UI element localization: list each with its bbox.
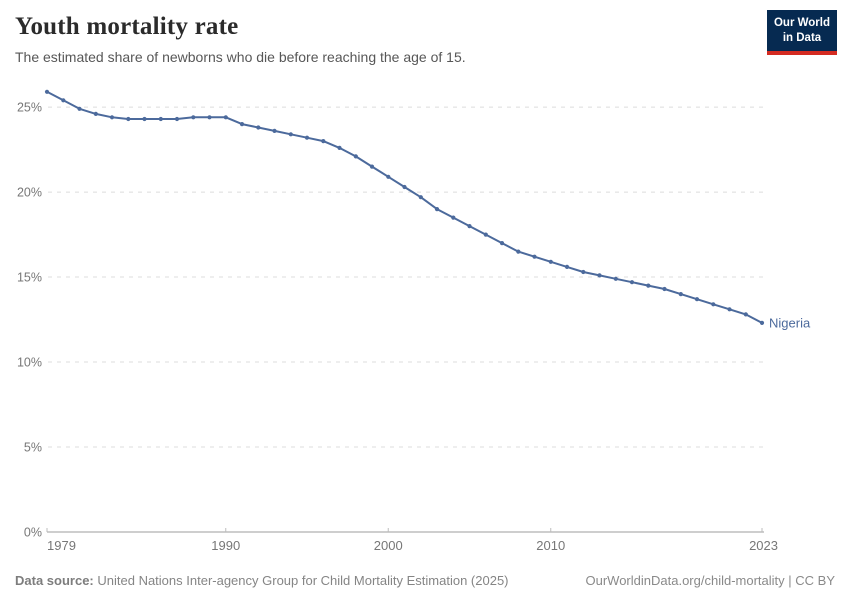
x-tick-label: 2023 [749, 538, 778, 553]
owid-url-license-link[interactable]: OurWorldinData.org/child-mortality | CC … [585, 573, 836, 588]
entity-label[interactable]: Nigeria [769, 315, 811, 330]
y-tick-label: 0% [24, 526, 42, 540]
page-title: Youth mortality rate [15, 13, 239, 40]
owid-logo-line1: Our World [773, 17, 830, 29]
y-tick-label: 5% [24, 441, 42, 455]
owid-logo-line2: in Data [782, 31, 822, 44]
data-line[interactable] [46, 90, 763, 324]
data-points[interactable] [44, 89, 765, 325]
chart-header: Youth mortality rate The estimated share… [15, 13, 750, 65]
chart-subtitle: The estimated share of newborns who die … [15, 49, 466, 65]
owid-logo[interactable]: Our World in Data [767, 10, 837, 55]
y-tick-label: 15% [17, 271, 42, 285]
data-source-label: Data source: [15, 573, 94, 588]
y-tick-label: 10% [17, 356, 42, 370]
chart-footer: Data source: United Nations Inter-agency… [15, 573, 835, 588]
x-tick-label: 2010 [536, 538, 565, 553]
y-axis-labels: 0% 5% 10% 15% 20% 25% [17, 101, 42, 540]
y-gridlines [48, 106, 764, 448]
y-tick-label: 25% [17, 101, 42, 115]
data-source-text: United Nations Inter-agency Group for Ch… [97, 573, 509, 588]
x-tick-label: 2000 [374, 538, 403, 553]
x-tick-label: 1979 [47, 538, 76, 553]
x-axis: 1979 1990 2000 2010 2023 [46, 528, 778, 553]
y-tick-label: 20% [17, 186, 42, 200]
data-source-note: Data source: United Nations Inter-agency… [15, 573, 509, 588]
x-tick-label: 1990 [211, 538, 240, 553]
